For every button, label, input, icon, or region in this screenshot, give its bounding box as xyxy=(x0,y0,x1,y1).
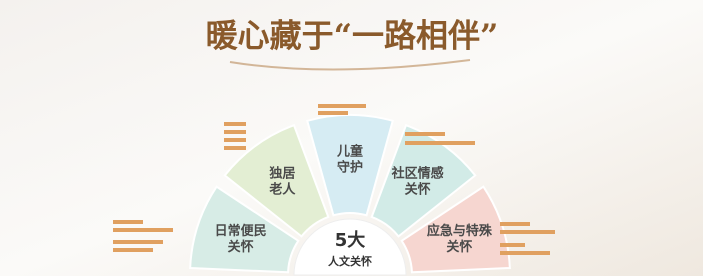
segment-label: 日常便民 xyxy=(215,223,267,239)
segment-label: 儿童 xyxy=(336,144,363,160)
title: 暖心藏于“一路相伴” xyxy=(206,17,499,55)
segment-label: 社区情感 xyxy=(391,165,444,181)
center-label: 人文关怀 xyxy=(328,254,372,268)
segment-label: 关怀 xyxy=(228,239,254,255)
infographic: 暖心藏于“一路相伴” 日常便民关怀独居老人儿童守护社区情感关怀应急与特殊关怀5大… xyxy=(0,0,703,276)
segment-label: 关怀 xyxy=(405,181,431,197)
segment-label: 独居 xyxy=(269,165,295,181)
page: 暖心藏于“一路相伴” 日常便民关怀独居老人儿童守护社区情感关怀应急与特殊关怀5大… xyxy=(0,0,703,280)
center-number: 5大 xyxy=(335,229,366,251)
segment-label: 守护 xyxy=(337,160,363,176)
segment-label: 应急与特殊 xyxy=(427,223,493,239)
segment-label: 关怀 xyxy=(446,239,472,255)
segment-label: 老人 xyxy=(268,181,296,197)
